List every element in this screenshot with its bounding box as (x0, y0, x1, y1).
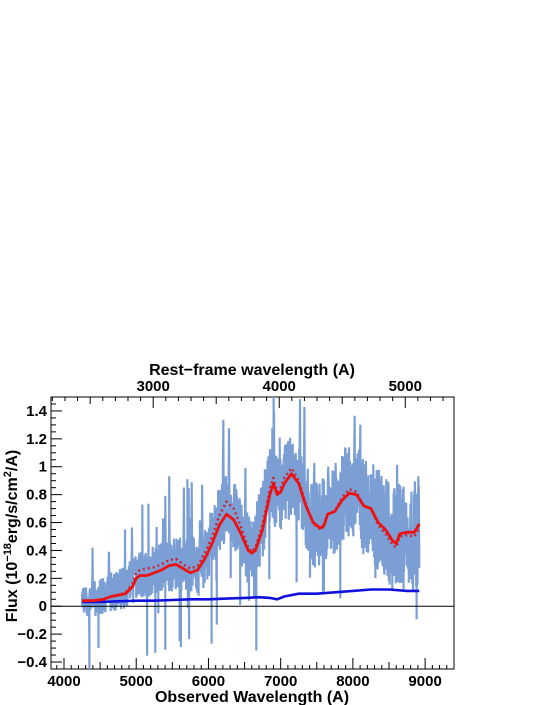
error-spectrum (82, 588, 420, 604)
model-solid-line (82, 472, 421, 603)
left-y-axis: −0.4 −0.2 0 0.2 0.4 0.6 0.8 1 1.2 1.4 (17, 396, 62, 671)
x-tick-label: 7000 (264, 673, 297, 690)
top-x-axis: 3000 4000 5000 (51, 378, 444, 408)
x-tick-label: 5000 (120, 673, 153, 690)
x-tick-label: 4000 (47, 673, 80, 690)
observed-spectrum-trace (81, 396, 421, 669)
x-tick-label: 6000 (192, 673, 225, 690)
observed-spectrum (81, 396, 421, 669)
x-tick-label: 9000 (408, 673, 441, 690)
top-tick-label: 5000 (389, 378, 422, 395)
y-tick-label: 0 (39, 598, 47, 615)
y-tick-label: 0.8 (26, 487, 47, 504)
y-tick-label: −0.4 (17, 654, 47, 671)
top-axis-title: Rest−frame wavelength (A) (149, 362, 355, 379)
y-tick-label: 1.2 (26, 431, 47, 448)
top-tick-label: 3000 (137, 378, 170, 395)
y-tick-label: 1 (39, 459, 47, 476)
x-tick-label: 8000 (336, 673, 369, 690)
x-axis-title: Observed Wavelength (A) (155, 689, 349, 705)
error-trace (82, 588, 420, 604)
y-axis-title: Flux (10−18erg/s/cm2/A) (2, 450, 21, 622)
y-tick-label: −0.2 (17, 626, 47, 643)
y-tick-label: 0.6 (26, 515, 47, 532)
y-tick-label: 1.4 (26, 403, 48, 420)
bottom-x-axis: 4000 5000 6000 7000 8000 9000 (47, 658, 455, 690)
plot-frame (50, 396, 455, 670)
model-solid-trace (82, 472, 421, 603)
y-tick-label: 0.4 (26, 542, 48, 559)
top-tick-label: 4000 (263, 378, 296, 395)
y-tick-label: 0.2 (26, 570, 47, 587)
